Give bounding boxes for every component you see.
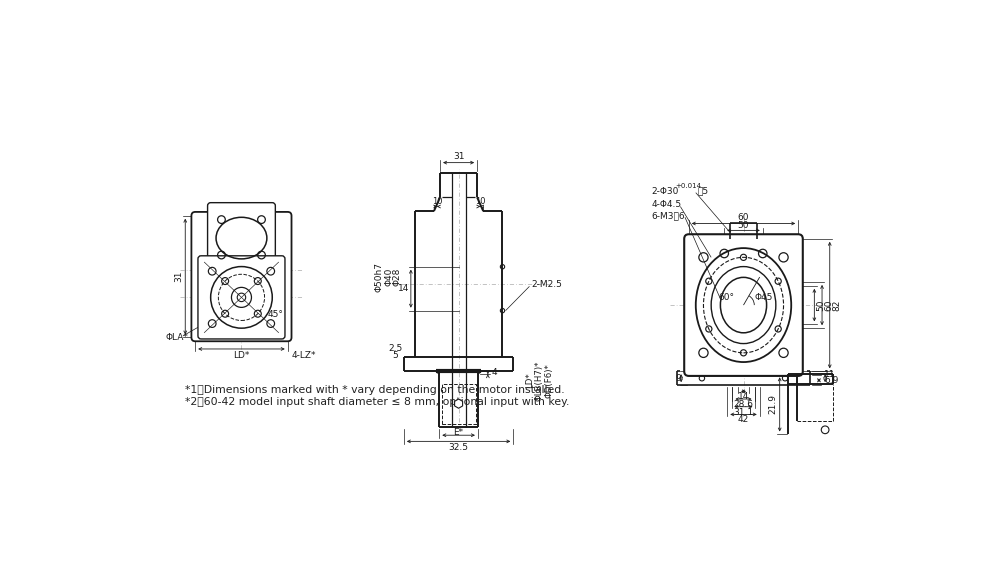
- Bar: [442, 384, 476, 424]
- Text: 10: 10: [475, 198, 485, 207]
- Text: +0.014: +0.014: [676, 183, 702, 190]
- Text: Φ28: Φ28: [392, 268, 402, 286]
- Text: 60: 60: [824, 299, 833, 311]
- Text: LD*: LD*: [525, 373, 534, 388]
- Text: 4-LZ*: 4-LZ*: [292, 350, 316, 359]
- FancyBboxPatch shape: [198, 256, 285, 339]
- Text: 82: 82: [832, 299, 841, 311]
- Text: ΦLB(H7)*: ΦLB(H7)*: [534, 361, 543, 401]
- Text: 14: 14: [738, 392, 749, 401]
- Text: 28.6: 28.6: [734, 400, 754, 409]
- Text: LD*: LD*: [233, 350, 250, 359]
- Text: 2-Φ30: 2-Φ30: [651, 187, 678, 196]
- FancyBboxPatch shape: [191, 212, 292, 341]
- Text: 31.1: 31.1: [733, 408, 754, 417]
- Text: 6.9: 6.9: [824, 376, 839, 385]
- Text: 21.9: 21.9: [768, 395, 777, 414]
- Text: 31: 31: [453, 152, 464, 161]
- Text: 11: 11: [824, 370, 836, 379]
- Text: E*: E*: [454, 428, 464, 438]
- Text: 60°: 60°: [719, 293, 735, 302]
- Text: 10: 10: [432, 198, 442, 207]
- Text: 50: 50: [738, 221, 749, 229]
- FancyBboxPatch shape: [684, 234, 803, 376]
- Text: 2-M2.5: 2-M2.5: [531, 280, 562, 289]
- Text: 45°: 45°: [268, 310, 284, 319]
- Text: 6-M3深6: 6-M3深6: [651, 211, 685, 220]
- Text: 42: 42: [738, 415, 749, 424]
- Text: 50: 50: [817, 299, 826, 311]
- Text: ΦLA*: ΦLA*: [166, 333, 189, 342]
- Text: 31: 31: [174, 271, 183, 282]
- Text: Φ50h7: Φ50h7: [375, 262, 384, 292]
- Text: 32.5: 32.5: [449, 443, 469, 452]
- Text: 4-Φ4.5: 4-Φ4.5: [651, 200, 681, 209]
- Text: Φ45: Φ45: [754, 293, 773, 302]
- Text: 14: 14: [397, 284, 409, 293]
- Text: 2.5: 2.5: [388, 345, 403, 354]
- Text: *2、60-42 model input shaft diameter ≤ 8 mm, optional input with key.: *2、60-42 model input shaft diameter ≤ 8 …: [185, 397, 570, 407]
- Text: ΦD(F6)*: ΦD(F6)*: [544, 363, 553, 398]
- Polygon shape: [455, 399, 463, 408]
- FancyBboxPatch shape: [208, 203, 275, 273]
- Text: 9: 9: [675, 374, 681, 383]
- Text: 5: 5: [393, 350, 398, 359]
- Text: 4: 4: [492, 368, 498, 378]
- Text: 深5: 深5: [697, 187, 708, 196]
- Text: 60: 60: [738, 213, 749, 222]
- Text: Φ40: Φ40: [384, 268, 393, 286]
- Text: *1、Dimensions marked with * vary depending on the motor installed.: *1、Dimensions marked with * vary dependi…: [185, 385, 565, 395]
